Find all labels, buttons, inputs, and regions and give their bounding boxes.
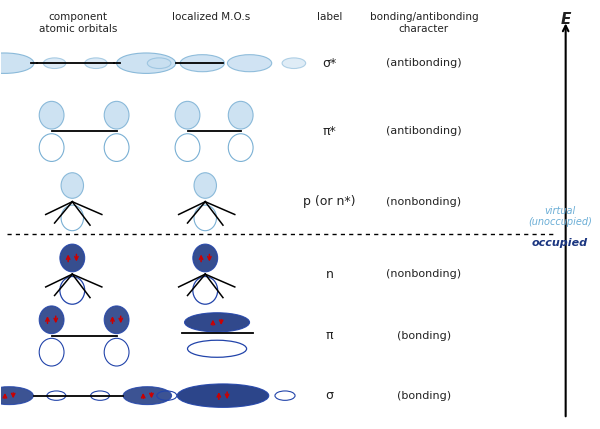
Ellipse shape bbox=[39, 101, 64, 129]
Ellipse shape bbox=[85, 58, 107, 69]
Text: (antibonding): (antibonding) bbox=[386, 58, 461, 68]
Ellipse shape bbox=[104, 306, 129, 334]
Ellipse shape bbox=[180, 54, 224, 72]
Text: (antibonding): (antibonding) bbox=[386, 127, 461, 136]
Text: localized M.O.s: localized M.O.s bbox=[172, 12, 250, 22]
Text: label: label bbox=[317, 12, 342, 22]
Ellipse shape bbox=[39, 306, 64, 334]
Ellipse shape bbox=[148, 58, 171, 69]
Text: n: n bbox=[325, 268, 333, 281]
Ellipse shape bbox=[228, 101, 253, 129]
Text: bonding/antibonding
character: bonding/antibonding character bbox=[370, 12, 478, 33]
Ellipse shape bbox=[43, 58, 66, 69]
Text: π: π bbox=[326, 329, 333, 342]
Ellipse shape bbox=[282, 58, 305, 69]
Ellipse shape bbox=[104, 101, 129, 129]
Text: E: E bbox=[560, 12, 571, 27]
Text: π*: π* bbox=[322, 125, 336, 138]
Text: σ*: σ* bbox=[322, 57, 337, 69]
Text: occupied: occupied bbox=[532, 238, 588, 248]
Ellipse shape bbox=[194, 173, 217, 198]
Ellipse shape bbox=[227, 54, 272, 72]
Text: (bonding): (bonding) bbox=[397, 391, 451, 401]
Text: σ: σ bbox=[325, 389, 334, 402]
Text: (nonbonding): (nonbonding) bbox=[386, 197, 461, 207]
Ellipse shape bbox=[185, 313, 250, 332]
Text: (nonbonding): (nonbonding) bbox=[386, 269, 461, 279]
Text: p (or n*): p (or n*) bbox=[303, 195, 356, 208]
Ellipse shape bbox=[123, 387, 172, 405]
Text: (bonding): (bonding) bbox=[397, 331, 451, 341]
Ellipse shape bbox=[193, 244, 218, 272]
Ellipse shape bbox=[0, 387, 33, 405]
Ellipse shape bbox=[60, 244, 85, 272]
Text: component
atomic orbitals: component atomic orbitals bbox=[39, 12, 118, 33]
Ellipse shape bbox=[61, 173, 83, 198]
Ellipse shape bbox=[177, 384, 269, 408]
Ellipse shape bbox=[175, 101, 200, 129]
Ellipse shape bbox=[116, 53, 176, 73]
Ellipse shape bbox=[0, 53, 34, 73]
Text: virtual
(unoccupied): virtual (unoccupied) bbox=[528, 205, 592, 227]
